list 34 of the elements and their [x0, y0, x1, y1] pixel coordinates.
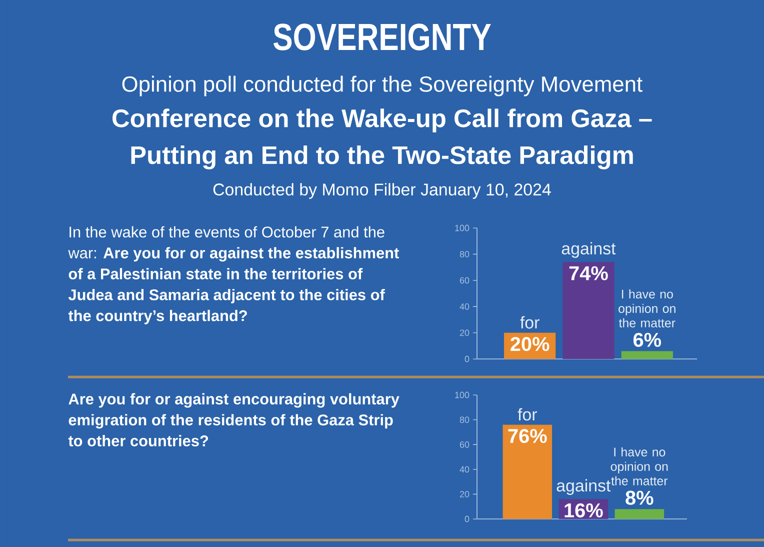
y-tick-label: 80 — [460, 416, 470, 423]
data-label: 8% — [626, 490, 654, 505]
y-tick-label: 60 — [460, 277, 470, 284]
bar — [614, 509, 664, 519]
x-tick-label: against — [556, 479, 611, 495]
data-label: 16% — [564, 503, 603, 518]
text: Are you for or against encouraging voluntary emigration of the residents of the Gaza Strip to other countries? — [68, 393, 400, 446]
y-tick-label: 40 — [460, 303, 470, 310]
x-tick-label: for — [520, 316, 540, 329]
x-tick-label: I have no opinion on the matter — [618, 289, 676, 328]
y-tick-label: 40 — [460, 466, 470, 473]
y-tick-label: 0 — [464, 356, 470, 362]
x-tick-label: against — [562, 242, 616, 258]
text: SOVEREIGNTY — [273, 24, 491, 50]
data-label: 6% — [633, 332, 662, 347]
data-label: 74% — [569, 266, 608, 280]
text: Opinion poll conducted for the Sovereignty Movement — [122, 76, 642, 96]
data-label: 76% — [508, 428, 547, 444]
y-tick-label: 20 — [460, 491, 470, 498]
x-tick-label: I have no opinion on the matter — [610, 447, 668, 486]
x-tick-label: for — [518, 408, 538, 421]
y-tick-label: 100 — [455, 392, 470, 398]
data-label: 20% — [510, 336, 550, 352]
y-tick-label: 0 — [464, 516, 470, 522]
y-tick-label: 60 — [460, 441, 470, 448]
bar — [562, 262, 614, 359]
y-tick-label: 20 — [460, 330, 470, 336]
text: In the wake of the events of October 7 and the war: Are you for or against the establishment of a Palestinian state in the territories of Judea and Samaria adjacent to the cities of the country’s heartland? — [68, 226, 399, 324]
bar — [621, 351, 673, 359]
bar — [502, 424, 552, 519]
y-tick-label: 80 — [460, 251, 470, 258]
text: Conducted by Momo Filber January 10, 2024 — [213, 183, 551, 199]
text: Conference on the Wake-up Call from Gaza – Putting an End to the Two-State Paradigm — [112, 108, 652, 170]
y-tick-label: 100 — [455, 224, 470, 232]
